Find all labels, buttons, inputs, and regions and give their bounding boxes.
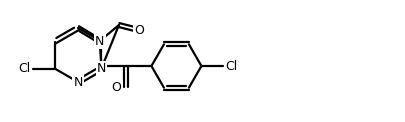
Text: O: O (111, 81, 121, 94)
Text: N: N (73, 76, 83, 88)
Text: Cl: Cl (18, 62, 30, 75)
Text: Cl: Cl (225, 60, 237, 72)
Text: O: O (134, 24, 144, 37)
Text: N: N (95, 35, 104, 48)
Text: N: N (96, 62, 106, 75)
